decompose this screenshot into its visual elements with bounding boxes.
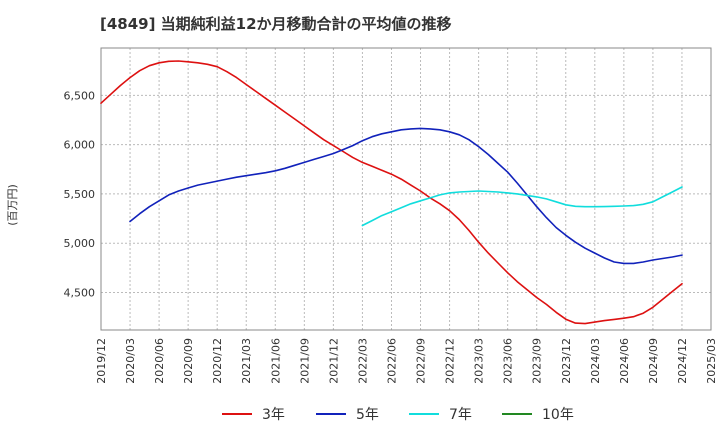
x-tick-label: 2021/03 <box>240 338 253 384</box>
x-tick-label: 2024/09 <box>647 338 660 384</box>
x-tick-label: 2023/03 <box>473 338 486 384</box>
x-tick-label: 2019/12 <box>95 338 108 384</box>
x-tick-label: 2020/09 <box>182 338 195 384</box>
legend-label-1: 3年 <box>262 407 285 423</box>
legend-label-4: 10年 <box>542 407 574 423</box>
x-tick-label: 2020/06 <box>153 338 166 384</box>
plot-frame <box>100 47 712 331</box>
x-tick-label: 2022/03 <box>356 338 369 384</box>
x-tick-label: 2020/03 <box>124 338 137 384</box>
x-tick-label: 2023/06 <box>502 338 515 384</box>
x-tick-label: 2022/06 <box>385 338 398 384</box>
legend: 3年 5年 7年 10年 <box>222 407 574 423</box>
series-line-1 <box>100 60 683 325</box>
x-tick-label: 2025/03 <box>705 338 718 384</box>
x-tick-label: 2023/09 <box>531 338 544 384</box>
x-tick-label: 2021/09 <box>298 338 311 384</box>
x-tick-label: 2024/06 <box>618 338 631 384</box>
x-tick-label: 2024/03 <box>589 338 602 384</box>
y-axis-label: (百万円) <box>6 184 19 226</box>
x-tick-label: 2020/12 <box>211 338 224 384</box>
y-tick-label: 6,500 <box>64 89 96 102</box>
x-tick-label: 2022/12 <box>444 338 457 384</box>
y-axis-ticks: 4,500 5,000 5,500 6,000 6,500 <box>64 89 96 299</box>
x-tick-label: 2024/12 <box>676 338 689 384</box>
legend-label-3: 7年 <box>449 407 472 423</box>
series-layer <box>100 60 683 325</box>
grid-layer <box>100 48 712 330</box>
x-axis-ticks: 2019/12 2020/03 2020/06 2020/09 2020/12 2021/… <box>95 338 718 384</box>
x-tick-label: 2022/09 <box>415 338 428 384</box>
series-line-3 <box>361 186 683 227</box>
chart-title: [4849] 当期純利益12か月移動合計の平均値の推移 <box>100 15 452 33</box>
x-tick-label: 2023/12 <box>560 338 573 384</box>
y-tick-label: 6,000 <box>64 139 96 152</box>
legend-label-2: 5年 <box>356 407 379 423</box>
y-tick-label: 5,500 <box>64 188 96 201</box>
x-tick-label: 2021/06 <box>269 338 282 384</box>
series-line-2 <box>129 127 683 265</box>
x-tick-label: 2021/12 <box>327 338 340 384</box>
y-tick-label: 5,000 <box>64 237 96 250</box>
y-tick-label: 4,500 <box>64 287 96 300</box>
